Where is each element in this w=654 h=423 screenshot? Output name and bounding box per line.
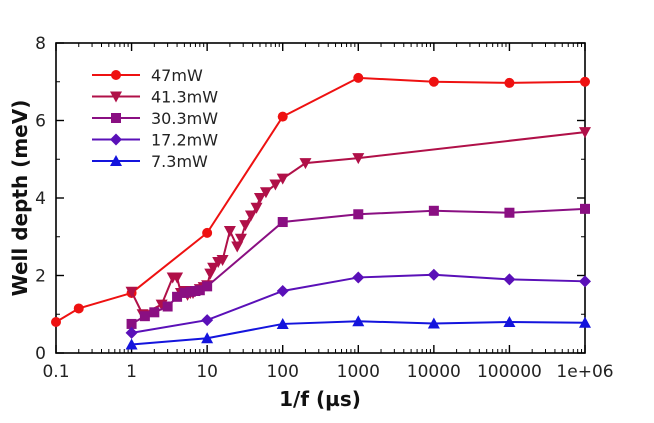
data-point [353, 209, 364, 220]
x-tick-label: 1e+06 [556, 362, 613, 382]
data-point [428, 76, 439, 87]
data-point [503, 316, 516, 327]
data-point [185, 286, 196, 297]
data-point [277, 217, 288, 228]
data-point [503, 273, 516, 286]
series-7.3mW [125, 315, 591, 350]
series-group [51, 72, 591, 350]
data-point [276, 173, 289, 185]
data-point [269, 179, 282, 191]
legend-label: 7.3mW [151, 152, 208, 171]
legend-marker [110, 155, 122, 166]
data-point [253, 193, 266, 204]
data-point [223, 225, 236, 237]
legend-marker [111, 70, 121, 80]
data-point [250, 202, 263, 214]
series-47mW [51, 72, 590, 327]
data-point [179, 287, 190, 298]
legend-label: 47mW [151, 66, 203, 85]
data-point [352, 271, 365, 284]
y-tick-label: 2 [35, 267, 46, 287]
plot-frame-group [55, 42, 586, 354]
x-tick-label: 1000 [337, 362, 380, 382]
data-point [352, 315, 365, 327]
plot-frame [55, 42, 586, 354]
data-point [580, 203, 590, 214]
data-point [259, 187, 272, 199]
legend-item: 47mW [92, 66, 203, 85]
data-point [125, 338, 138, 350]
data-point [202, 227, 213, 238]
data-point [276, 285, 289, 297]
series-17.2mW [125, 268, 591, 339]
data-point [504, 77, 515, 88]
data-point [427, 317, 440, 329]
data-point [244, 210, 257, 222]
data-point [194, 285, 205, 296]
data-point [231, 241, 244, 253]
legend-item: 17.2mW [92, 131, 218, 150]
data-point [172, 291, 183, 302]
data-point [171, 272, 184, 284]
data-point [125, 286, 138, 298]
legend-item: 41.3mW [92, 88, 218, 107]
data-point [428, 205, 439, 216]
data-point [234, 233, 247, 245]
legend-label: 41.3mW [151, 88, 218, 107]
x-tick-label: 1 [126, 362, 137, 382]
y-tick-label: 6 [35, 112, 46, 132]
series-line [55, 76, 586, 323]
data-point [202, 281, 213, 292]
series-30.3mW [126, 203, 590, 329]
x-axis-title: 1/f (µs) [279, 387, 361, 411]
series-line [131, 207, 586, 325]
data-point [580, 76, 590, 87]
data-point [73, 303, 84, 314]
x-tick-label: 10 [196, 362, 218, 382]
data-point [579, 127, 591, 139]
legend: 47mW 41.3mW 30.3mW 17.2mW 7.3mW [92, 66, 218, 171]
y-tick-label: 0 [35, 344, 46, 364]
x-tick-label: 100 [266, 362, 298, 382]
data-point [353, 72, 364, 83]
data-point [149, 307, 160, 318]
legend-marker [110, 133, 122, 146]
data-point [504, 207, 515, 218]
data-point [579, 316, 591, 328]
x-tick-label: 10000 [407, 362, 461, 382]
legend-item: 30.3mW [92, 109, 218, 128]
legend-label: 17.2mW [151, 131, 218, 150]
data-point [207, 262, 220, 274]
data-point [51, 317, 61, 327]
legend-label: 30.3mW [151, 109, 218, 128]
data-point [139, 311, 150, 322]
legend-marker [110, 91, 122, 103]
data-point [216, 255, 229, 266]
ticks-group: 0.1 1 10 100 1000 10000 100000 1e+06 0 2 4 6 8 [35, 34, 613, 382]
data-point [162, 301, 173, 312]
data-point [125, 326, 138, 339]
data-point [201, 332, 214, 344]
y-tick-label: 8 [35, 34, 46, 54]
x-tick-label: 0.1 [42, 362, 69, 382]
data-point [239, 220, 252, 232]
y-axis-title: Well depth (meV) [8, 100, 32, 297]
data-point [299, 158, 312, 170]
data-point [276, 317, 289, 329]
legend-marker [111, 113, 121, 123]
data-point [579, 275, 591, 288]
data-point [201, 314, 214, 327]
legend-item: 7.3mW [92, 152, 208, 171]
x-tick-label: 100000 [477, 362, 542, 382]
data-point [126, 318, 137, 329]
data-point [427, 268, 440, 281]
data-point [277, 111, 288, 122]
data-point [352, 153, 365, 165]
y-tick-label: 4 [35, 189, 46, 209]
